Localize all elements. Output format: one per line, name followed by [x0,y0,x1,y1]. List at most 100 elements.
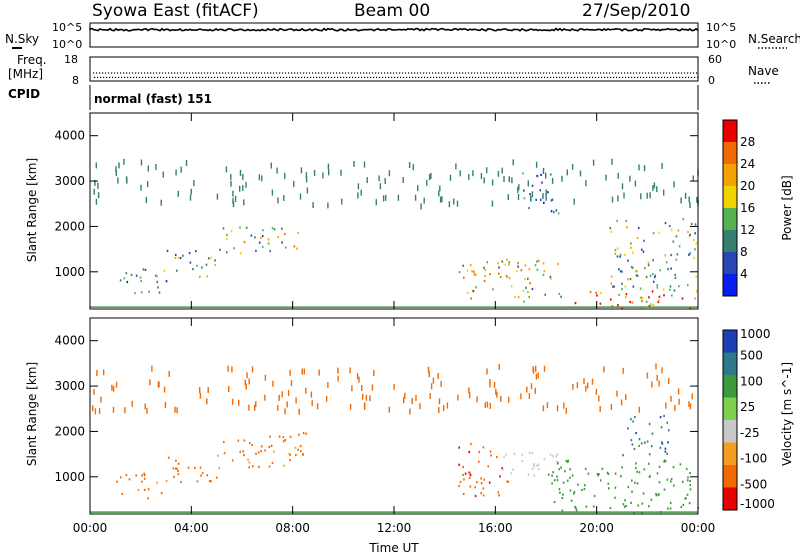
nave-point [418,76,420,78]
echo-cell [631,443,634,446]
frequency-point [354,72,356,74]
echo-cell [654,276,656,279]
frequency-point [357,72,359,74]
echo-cell [617,304,619,307]
nave-point [301,76,303,78]
echo-cell [140,184,142,191]
frequency-point [219,72,221,74]
echo-cell [592,159,595,166]
echo-cell [659,269,661,272]
echo-cell [587,382,589,389]
echo-cell [583,378,585,385]
echo-cell [694,297,696,300]
nave-point [448,76,450,78]
echo-cell [312,202,314,209]
echo-cell [281,241,283,244]
frequency-point [426,72,428,74]
echo-cell [508,277,511,280]
nave-point [229,76,231,78]
frequency-point [105,72,107,74]
echo-cell [553,501,556,504]
echo-cell [618,268,620,271]
freq-ytick-high: 18 [64,53,78,66]
echo-cell [530,383,533,390]
echo-cell [616,255,619,258]
echo-cell [605,174,607,181]
nave-point [649,76,651,78]
echo-cell [480,172,483,179]
echo-cell [528,451,531,455]
echo-cell [689,472,691,475]
velocity-colorbar-block [723,330,737,353]
echo-cell [533,463,535,466]
nave-point [373,76,375,78]
nave-point [592,76,594,78]
echo-cell [281,227,283,230]
echo-cell [498,266,500,269]
echo-cell [430,383,433,390]
echo-cell [689,484,692,487]
echo-cell [656,472,659,475]
echo-cell [260,236,262,239]
frequency-point [195,72,197,74]
echo-cell [371,384,374,391]
echo-cell [625,220,627,223]
echo-cell [501,467,503,470]
echo-cell [135,274,138,277]
velocity-colorbar-block [723,465,737,488]
echo-cell [482,487,485,490]
frequency-point [246,72,248,74]
echo-cell [610,230,613,233]
echo-cell [271,461,274,464]
echo-cell [469,264,472,267]
echo-cell [303,368,305,375]
echo-cell [404,392,406,399]
nave-point [481,76,483,78]
echo-cell [517,186,519,193]
frequency-point [465,72,467,74]
echo-cell [645,275,648,279]
echo-cell [625,293,628,296]
echo-cell [655,492,657,496]
echo-cell [622,367,624,374]
echo-cell [508,261,511,264]
echo-cell [532,367,535,374]
nave-point [547,76,549,78]
nave-point [532,76,534,78]
echo-cell [617,195,619,202]
frequency-point [555,72,557,74]
mhz-label: [MHz] [8,67,43,81]
nave-point [529,76,531,78]
nave-point [310,76,312,78]
echo-cell [528,295,530,298]
velocity-colorbar-blocks [723,330,737,510]
frequency-point [249,72,251,74]
x-tick-label: 20:00 [579,521,614,535]
nave-point [469,76,471,78]
echo-cell [96,370,98,376]
frequency-point [306,72,308,74]
nave-point [286,76,288,78]
frequency-point [384,72,386,74]
echo-cell [357,183,360,190]
echo-cell [468,174,470,180]
frequency-point [282,72,284,74]
echo-cell [658,295,661,298]
y-tick-label: 3000 [54,174,85,188]
echo-cell [565,407,567,414]
nave-point [94,76,96,78]
echo-cell [634,481,636,484]
echo-cell [284,408,286,415]
echo-cell [556,475,558,478]
power-colorbar-block [723,186,737,208]
echo-cell [125,473,128,477]
echo-cell [121,492,124,495]
echo-cell [492,288,494,291]
nsearch-label: N.Search [748,32,800,46]
echo-cell [190,188,192,195]
echo-cell [172,467,175,470]
echo-cell [467,471,470,474]
echo-cell [438,190,440,197]
echo-cell [571,474,574,477]
echo-cell [119,279,122,282]
